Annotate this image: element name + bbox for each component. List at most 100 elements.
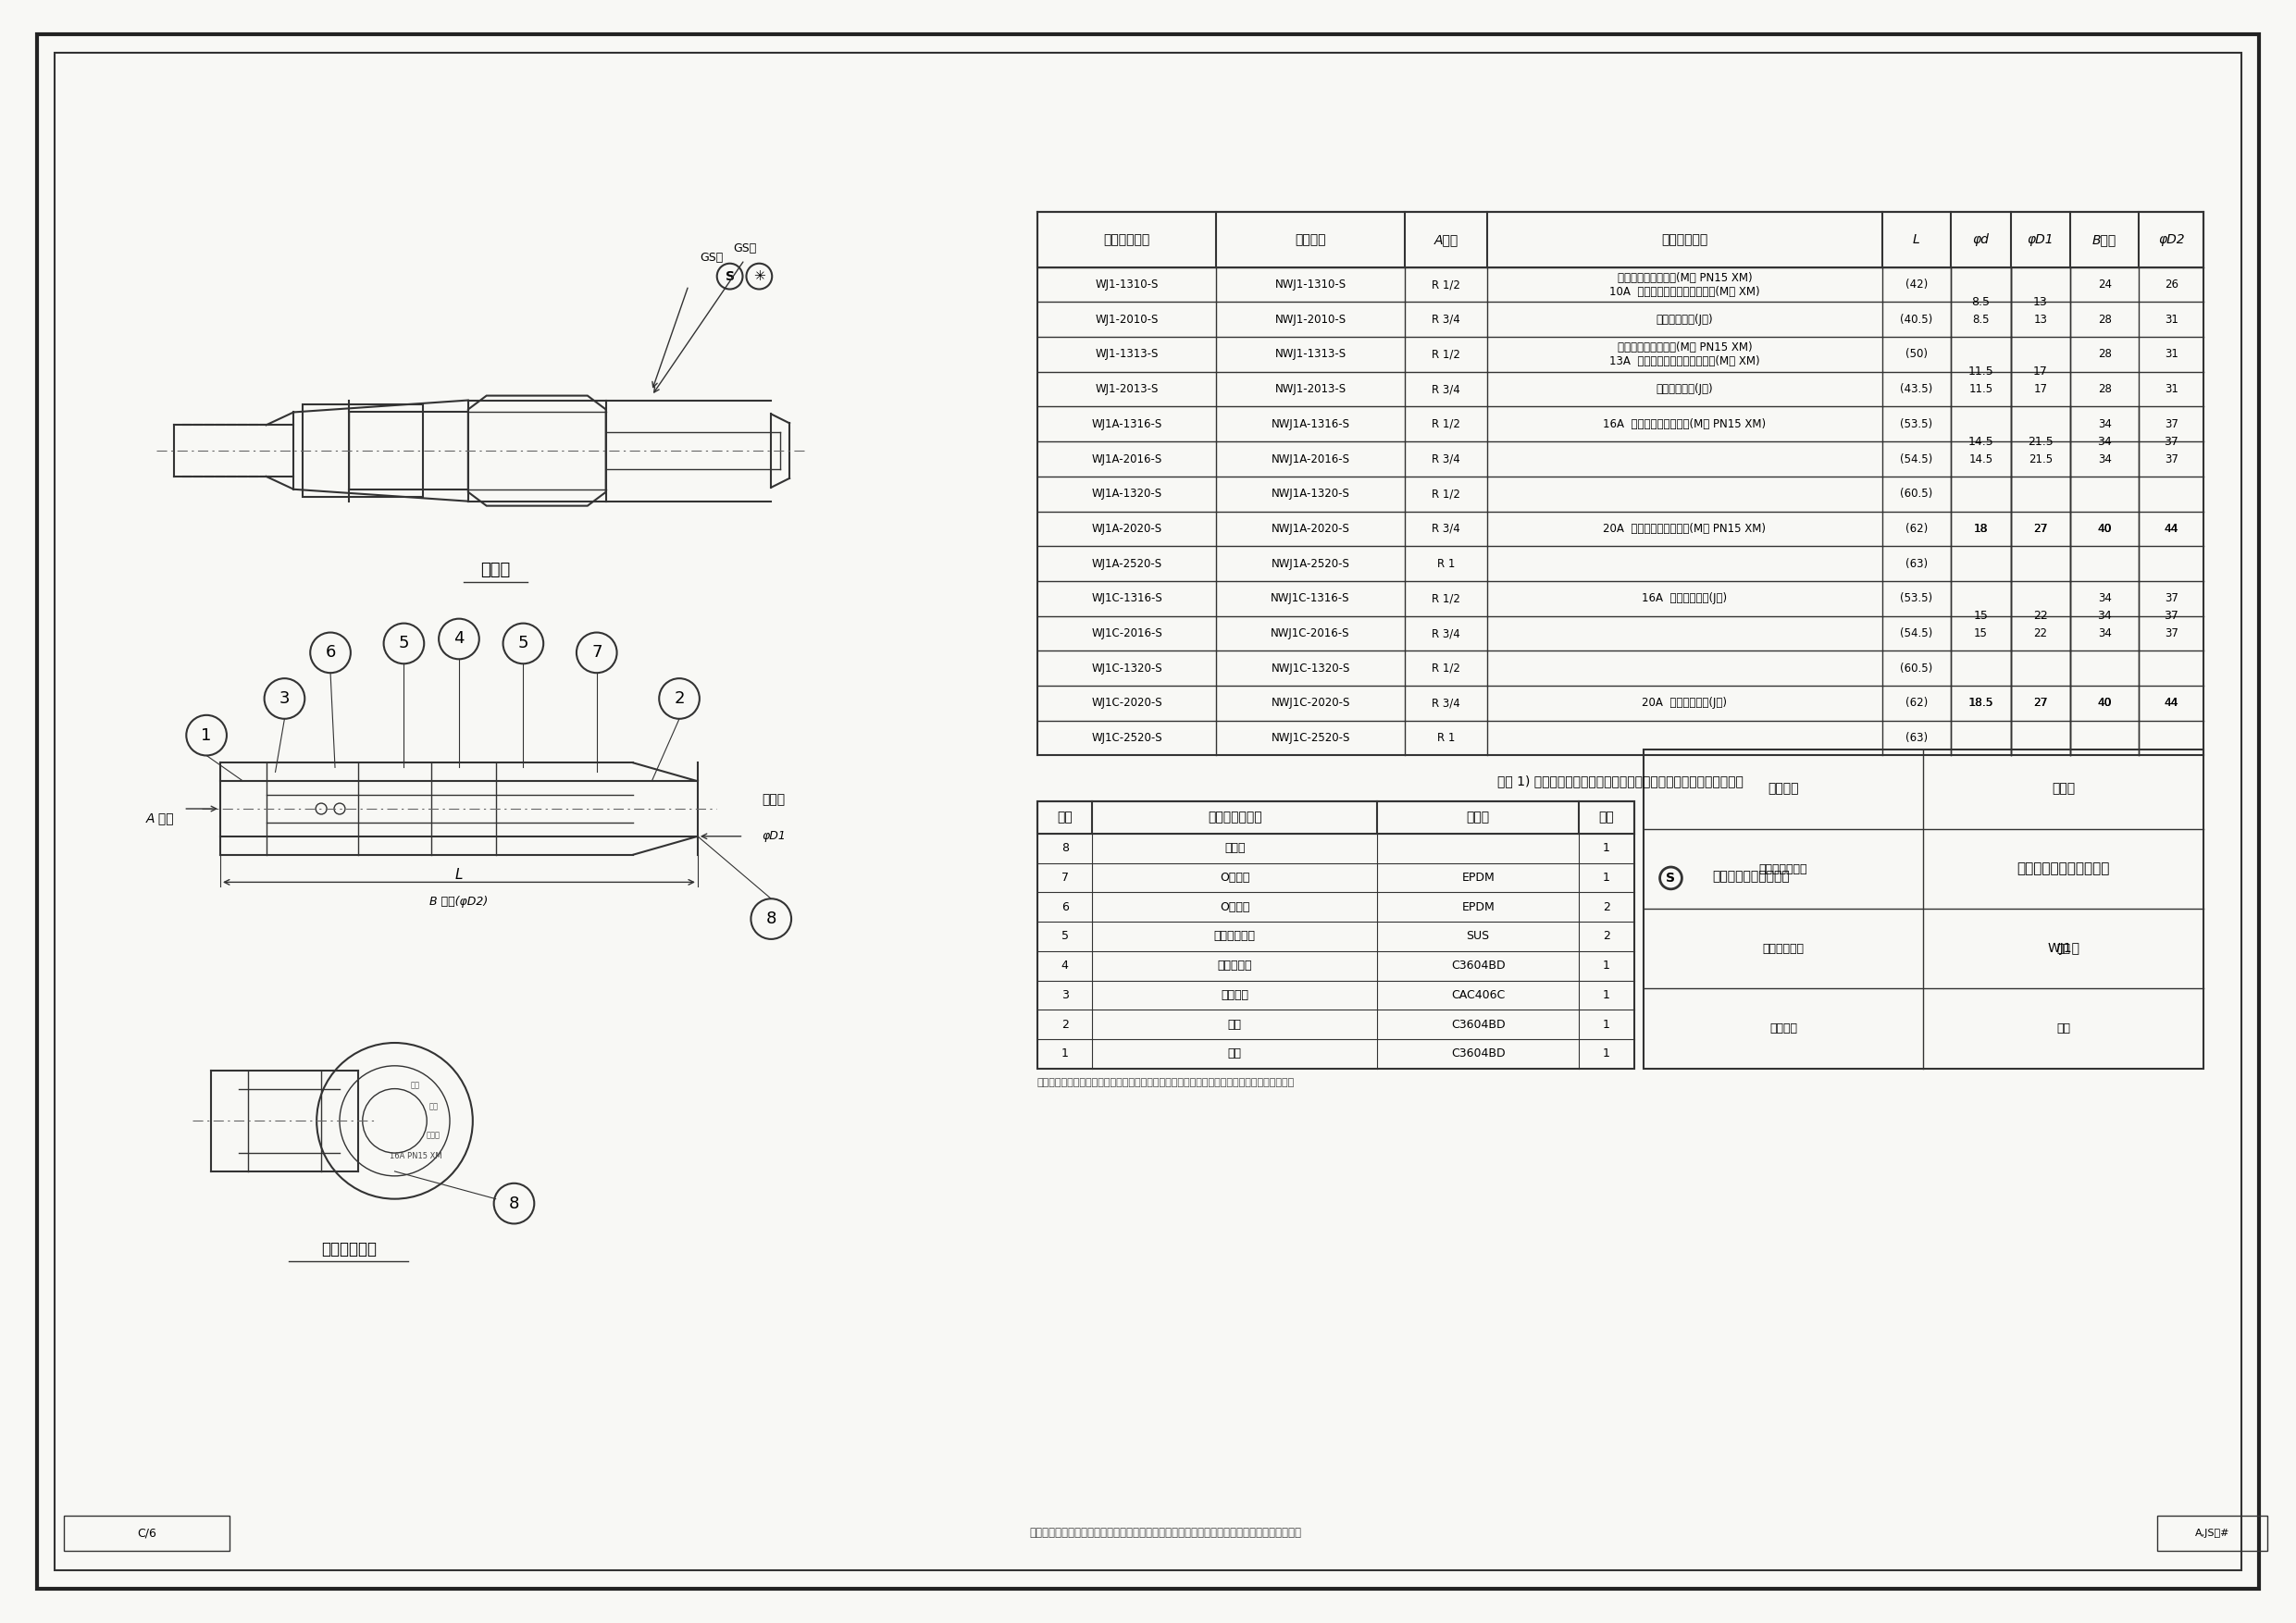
Text: R 3/4: R 3/4 bbox=[1433, 698, 1460, 709]
Text: S: S bbox=[1667, 872, 1676, 885]
Text: 40: 40 bbox=[2096, 523, 2112, 534]
Text: 1: 1 bbox=[1603, 1048, 1609, 1060]
Text: WJ1A-1320-S: WJ1A-1320-S bbox=[1091, 489, 1162, 500]
Text: 架橋ポリエチレン管(M種 PN15 XM)
10A  水道用架橋ポリエチレン管(M種 XM): 架橋ポリエチレン管(M種 PN15 XM) 10A 水道用架橋ポリエチレン管(M… bbox=[1609, 271, 1759, 297]
Text: 4: 4 bbox=[455, 631, 464, 648]
Text: NWJ1-1313-S: NWJ1-1313-S bbox=[1274, 349, 1345, 360]
Text: 28: 28 bbox=[2099, 349, 2112, 360]
Text: NWJ1A-2020-S: NWJ1A-2020-S bbox=[1272, 523, 1350, 534]
Text: (43.5): (43.5) bbox=[1901, 383, 1933, 396]
Text: 11.5: 11.5 bbox=[1968, 383, 1993, 396]
Text: C/6: C/6 bbox=[138, 1527, 156, 1539]
Text: (54.5): (54.5) bbox=[1901, 453, 1933, 466]
Text: 8: 8 bbox=[767, 911, 776, 927]
Text: 7: 7 bbox=[1061, 872, 1068, 883]
Text: φD1: φD1 bbox=[762, 831, 785, 842]
Text: NWJ1-2010-S: NWJ1-2010-S bbox=[1274, 313, 1345, 326]
Text: 2: 2 bbox=[675, 690, 684, 708]
Text: インコア: インコア bbox=[1221, 988, 1249, 1001]
Bar bbox=[2140, 477, 2202, 579]
Text: 樹脂管: 樹脂管 bbox=[762, 794, 785, 807]
Text: 4: 4 bbox=[1061, 959, 1068, 972]
Text: 個数: 個数 bbox=[1598, 812, 1614, 824]
Text: 17: 17 bbox=[2032, 365, 2048, 378]
Text: B 六角(φD2): B 六角(φD2) bbox=[429, 896, 489, 907]
Text: 27: 27 bbox=[2032, 523, 2048, 534]
Bar bbox=[2158, 1516, 2268, 1550]
Text: WJ1C-1320-S: WJ1C-1320-S bbox=[1091, 662, 1162, 674]
Text: 31: 31 bbox=[2165, 383, 2179, 396]
Polygon shape bbox=[468, 396, 606, 506]
Bar bbox=[1952, 477, 2009, 579]
Bar bbox=[2071, 583, 2138, 649]
Text: NWJ1C-2520-S: NWJ1C-2520-S bbox=[1272, 732, 1350, 743]
Text: 外観図: 外観図 bbox=[480, 562, 510, 578]
Text: 上記: 上記 bbox=[2057, 1022, 2071, 1034]
Text: 44: 44 bbox=[2165, 523, 2179, 534]
Text: 20A  架橋ポリエチレン管(M種 PN15 XM): 20A 架橋ポリエチレン管(M種 PN15 XM) bbox=[1603, 523, 1766, 534]
Bar bbox=[1952, 583, 2009, 649]
Text: 44: 44 bbox=[2165, 698, 2179, 709]
Text: 7: 7 bbox=[592, 644, 602, 661]
Text: 31: 31 bbox=[2165, 349, 2179, 360]
Text: 21.5: 21.5 bbox=[2027, 435, 2053, 448]
Circle shape bbox=[751, 899, 792, 940]
Text: 20A  ポリブテン管(J管): 20A ポリブテン管(J管) bbox=[1642, 698, 1727, 709]
Text: 5: 5 bbox=[400, 635, 409, 652]
Text: NWJ1C-1320-S: NWJ1C-1320-S bbox=[1272, 662, 1350, 674]
Circle shape bbox=[264, 678, 305, 719]
Text: 34: 34 bbox=[2099, 453, 2112, 466]
Text: 1: 1 bbox=[1603, 872, 1609, 883]
Text: 製品の改良及び諸般の事情により品番、仕様、寸法などを予告なく変更することがあります。: 製品の改良及び諸般の事情により品番、仕様、寸法などを予告なく変更することがありま… bbox=[1031, 1527, 1302, 1539]
Text: 37: 37 bbox=[2163, 610, 2179, 622]
Text: 44: 44 bbox=[2163, 698, 2179, 709]
Bar bbox=[1952, 407, 2009, 476]
Text: 包装時組付図: 包装時組付図 bbox=[321, 1242, 377, 1258]
Text: SUS: SUS bbox=[1467, 930, 1490, 943]
Text: 特定: 特定 bbox=[429, 1102, 439, 1110]
Text: 8: 8 bbox=[510, 1195, 519, 1212]
Text: R 1: R 1 bbox=[1437, 732, 1456, 743]
Text: 37: 37 bbox=[2165, 453, 2179, 466]
Text: 37: 37 bbox=[2165, 628, 2179, 639]
FancyBboxPatch shape bbox=[303, 404, 422, 497]
Circle shape bbox=[503, 623, 544, 664]
Bar bbox=[2011, 477, 2069, 579]
Text: NWJ1C-2020-S: NWJ1C-2020-S bbox=[1272, 698, 1350, 709]
Text: 18: 18 bbox=[1975, 523, 1988, 534]
Text: 注記 1) 製品の説明書・注意書等を確認の上、施工・使用して下さい: 注記 1) 製品の説明書・注意書等を確認の上、施工・使用して下さい bbox=[1497, 774, 1743, 787]
Text: EPDM: EPDM bbox=[1463, 872, 1495, 883]
Text: A,JS類#: A,JS類# bbox=[2195, 1529, 2229, 1537]
Text: R 3/4: R 3/4 bbox=[1433, 313, 1460, 326]
Text: 1: 1 bbox=[1603, 1019, 1609, 1031]
Text: L: L bbox=[455, 868, 464, 883]
Text: NWJ1C-2016-S: NWJ1C-2016-S bbox=[1272, 628, 1350, 639]
Text: 1: 1 bbox=[1603, 842, 1609, 854]
Text: WJ1-1313-S: WJ1-1313-S bbox=[1095, 349, 1159, 360]
Text: 13: 13 bbox=[2034, 313, 2048, 326]
Bar bbox=[1038, 802, 1635, 834]
Text: C3604BD: C3604BD bbox=[1451, 1048, 1506, 1060]
Circle shape bbox=[494, 1183, 535, 1224]
Bar bbox=[2071, 477, 2138, 579]
Text: R 1/2: R 1/2 bbox=[1433, 592, 1460, 604]
Text: 26: 26 bbox=[2165, 279, 2179, 291]
Text: 17: 17 bbox=[2034, 383, 2048, 396]
Text: φD1: φD1 bbox=[2027, 234, 2053, 247]
Text: 27: 27 bbox=[2034, 698, 2048, 709]
Text: 6: 6 bbox=[1061, 901, 1068, 914]
Text: (54.5): (54.5) bbox=[1901, 628, 1933, 639]
Text: 34: 34 bbox=[2096, 610, 2112, 622]
Text: (53.5): (53.5) bbox=[1901, 419, 1933, 430]
Text: WJ1C-2020-S: WJ1C-2020-S bbox=[1091, 698, 1162, 709]
Text: 15: 15 bbox=[1972, 610, 1988, 622]
Text: 14.5: 14.5 bbox=[1968, 435, 1993, 448]
Text: R 1/2: R 1/2 bbox=[1433, 279, 1460, 291]
Text: 1: 1 bbox=[1061, 1048, 1068, 1060]
Text: 34: 34 bbox=[2099, 592, 2112, 604]
Text: 1: 1 bbox=[1603, 988, 1609, 1001]
Text: (60.5): (60.5) bbox=[1901, 489, 1933, 500]
Text: 31: 31 bbox=[2165, 313, 2179, 326]
Bar bbox=[2011, 338, 2069, 406]
Text: WJ1A-2020-S: WJ1A-2020-S bbox=[1091, 523, 1162, 534]
